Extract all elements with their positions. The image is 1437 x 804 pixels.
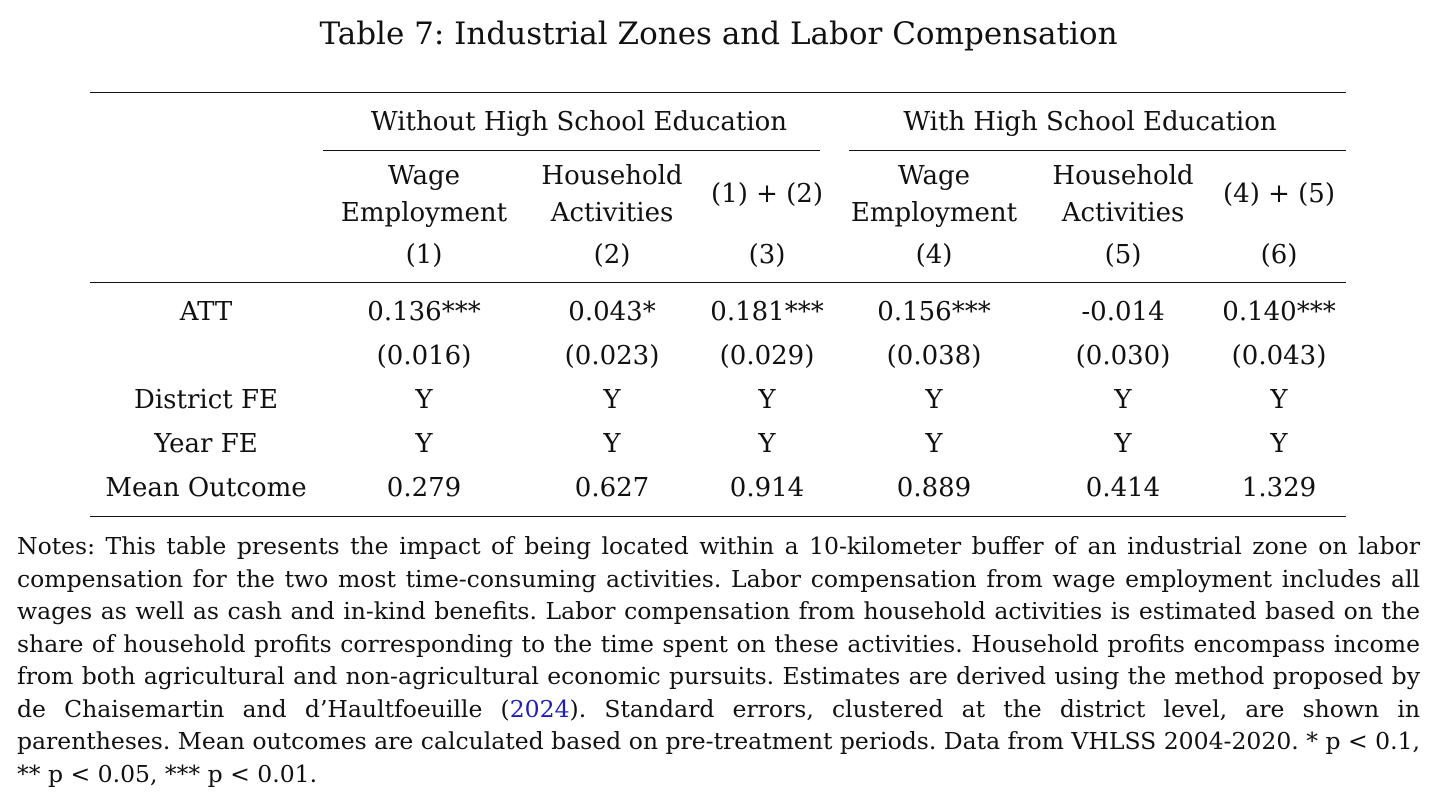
bottom-rule (90, 516, 1346, 517)
column-header-6: (4) + (5) (1223, 179, 1335, 209)
row-label-mean-outcome: Mean Outcome (105, 473, 307, 503)
row-label-district-fe: District FE (134, 385, 278, 415)
citation-link[interactable]: 2024 (509, 694, 570, 723)
table-cell: Y (1270, 385, 1288, 415)
notes-text-after-link: ). Standard errors, clustered at the dis… (17, 694, 1421, 788)
table-cell-se: (0.029) (719, 341, 815, 371)
group-rule-without-hs (323, 150, 820, 151)
table-cell: Y (1270, 429, 1288, 459)
notes-text-before-link: Notes: This table presents the impact of… (17, 532, 1420, 723)
table-cell: 0.414 (1085, 473, 1161, 503)
table-cell: Y (415, 429, 433, 459)
table-cell: Y (758, 385, 776, 415)
table-cell: 0.181*** (710, 297, 824, 327)
table-cell: 0.889 (896, 473, 972, 503)
column-number-6: (6) (1260, 240, 1298, 270)
group-header-with-hs: With High School Education (903, 107, 1277, 137)
table-notes: Notes: This table presents the impact of… (17, 530, 1420, 790)
column-number-2: (2) (593, 240, 631, 270)
column-header-5: Household Activities (1052, 158, 1193, 232)
column-header-line2: Employment (340, 198, 508, 228)
table-cell: 0.914 (729, 473, 805, 503)
column-header-line2: Activities (550, 198, 674, 228)
table-cell: Y (925, 429, 943, 459)
group-rule-with-hs (849, 150, 1346, 151)
group-header-without-hs: Without High School Education (370, 107, 788, 137)
table-cell: 0.279 (386, 473, 462, 503)
table-cell: Y (1114, 429, 1132, 459)
table-cell: Y (603, 385, 621, 415)
column-header-2: Household Activities (541, 158, 682, 232)
column-number-1: (1) (405, 240, 443, 270)
table-cell: 0.627 (574, 473, 650, 503)
column-header-3: (1) + (2) (711, 179, 823, 209)
table-cell: Y (925, 385, 943, 415)
table-title: Table 7: Industrial Zones and Labor Comp… (319, 16, 1118, 52)
table-cell-se: (0.023) (564, 341, 660, 371)
header-rule (90, 282, 1346, 283)
column-header-line1: Wage (897, 161, 970, 191)
column-header-1: Wage Employment (341, 158, 507, 232)
table-cell: 1.329 (1241, 473, 1317, 503)
table-cell: -0.014 (1081, 297, 1165, 327)
table-cell: 0.136*** (367, 297, 481, 327)
table-cell: 0.043* (568, 297, 656, 327)
table-cell: Y (415, 385, 433, 415)
table-cell: Y (1114, 385, 1132, 415)
table-cell: Y (603, 429, 621, 459)
table-cell-se: (0.016) (376, 341, 472, 371)
table-cell-se: (0.038) (886, 341, 982, 371)
row-label-year-fe: Year FE (154, 429, 258, 459)
column-header-line2: Employment (850, 198, 1018, 228)
table-cell-se: (0.030) (1075, 341, 1171, 371)
table-cell: 0.140*** (1222, 297, 1336, 327)
column-header-line1: Household (541, 161, 683, 191)
column-number-4: (4) (915, 240, 953, 270)
table-cell: 0.156*** (877, 297, 991, 327)
row-label-att: ATT (179, 297, 233, 327)
column-header-4: Wage Employment (851, 158, 1017, 232)
column-header-line1: Household (1052, 161, 1194, 191)
table-cell-se: (0.043) (1231, 341, 1327, 371)
column-header-line2: Activities (1061, 198, 1185, 228)
column-number-5: (5) (1104, 240, 1142, 270)
table-cell: Y (758, 429, 776, 459)
column-header-line1: Wage (387, 161, 460, 191)
column-number-3: (3) (748, 240, 786, 270)
top-rule (90, 92, 1346, 93)
